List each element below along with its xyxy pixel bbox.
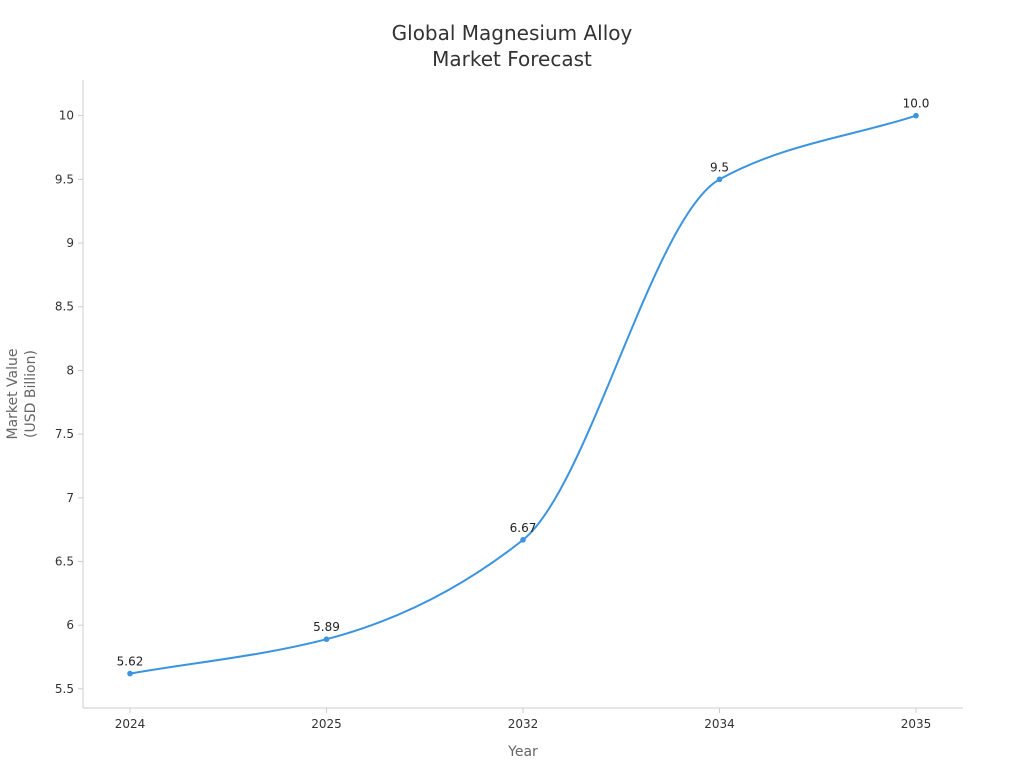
x-tick-label: 2025 bbox=[311, 717, 342, 731]
data-point bbox=[520, 537, 526, 543]
data-label: 6.67 bbox=[510, 521, 537, 535]
x-axis-title: Year bbox=[507, 744, 538, 760]
chart-title-line-1: Global Magnesium Alloy bbox=[392, 21, 633, 45]
x-tick-label: 2024 bbox=[115, 717, 146, 731]
y-axis-title-line-2: (USD Billion) bbox=[23, 350, 39, 438]
data-labels: 5.62 5.89 6.67 9.5 10.0 bbox=[117, 97, 930, 669]
x-axis-ticks: 2024 2025 2032 2034 2035 bbox=[115, 708, 932, 731]
y-tick-label: 8 bbox=[66, 363, 74, 377]
data-label: 10.0 bbox=[903, 97, 930, 111]
y-tick-label: 7.5 bbox=[55, 427, 74, 441]
y-tick-label: 9 bbox=[66, 236, 74, 250]
y-tick-label: 6.5 bbox=[55, 555, 74, 569]
y-tick-label: 10 bbox=[59, 109, 74, 123]
x-tick-label: 2034 bbox=[704, 717, 735, 731]
data-point bbox=[323, 636, 330, 643]
data-point bbox=[913, 112, 919, 119]
x-tick-label: 2035 bbox=[901, 717, 932, 731]
data-point bbox=[127, 670, 133, 677]
data-label: 5.62 bbox=[117, 655, 144, 669]
data-label: 9.5 bbox=[710, 160, 729, 174]
data-point bbox=[716, 176, 723, 183]
y-tick-label: 5.5 bbox=[55, 682, 74, 696]
x-tick-label: 2032 bbox=[508, 717, 539, 731]
chart-title-line-2: Market Forecast bbox=[432, 47, 592, 71]
y-axis-title-line-1: Market Value bbox=[5, 348, 21, 439]
y-tick-label: 8.5 bbox=[55, 300, 74, 314]
data-label: 5.89 bbox=[313, 620, 340, 634]
y-axis-ticks: 5.5 6 6.5 7 7.5 8 8.5 9 9.5 10 bbox=[55, 109, 83, 696]
data-points bbox=[127, 112, 919, 677]
series-line bbox=[129, 114, 917, 675]
y-tick-label: 9.5 bbox=[55, 172, 74, 186]
y-tick-label: 6 bbox=[66, 618, 74, 632]
y-tick-label: 7 bbox=[66, 491, 74, 505]
